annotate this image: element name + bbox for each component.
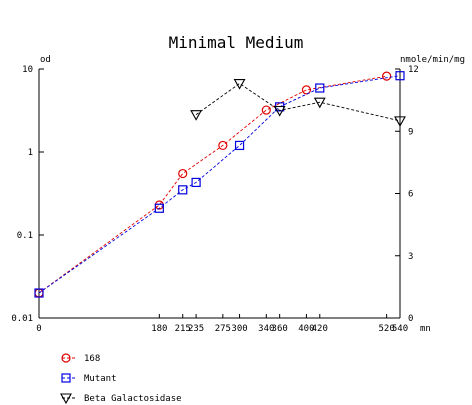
data-point xyxy=(313,97,326,109)
data-point xyxy=(190,110,203,121)
data-point xyxy=(261,105,271,115)
data-point xyxy=(394,116,406,128)
series-layer xyxy=(34,71,406,298)
x-tick-label: 540 xyxy=(392,324,408,334)
right-tick-label: 0 xyxy=(408,314,413,324)
left-tick-label: 0.01 xyxy=(11,314,33,324)
data-point xyxy=(395,71,405,81)
legend: 168 Mutant Beta Galactosidase xyxy=(60,353,182,405)
data-point xyxy=(34,288,44,298)
legend-marker xyxy=(61,373,71,383)
data-point xyxy=(234,140,245,151)
data-point xyxy=(218,140,228,151)
x-tick-label: 0 xyxy=(36,324,41,334)
x-tick-label: 400 xyxy=(298,324,314,334)
legend-marker xyxy=(60,393,72,405)
series-line xyxy=(195,82,401,122)
left-axis-label: od xyxy=(40,55,51,65)
left-tick-label: 1 xyxy=(28,148,33,158)
data-point xyxy=(191,177,201,188)
series-2 xyxy=(190,78,406,128)
x-tick-label: 215 xyxy=(175,324,191,334)
x-tick-label: 340 xyxy=(258,324,274,334)
x-tick-label: 300 xyxy=(231,324,247,334)
legend-label: 168 xyxy=(84,354,100,364)
x-tick-label: 520 xyxy=(378,324,394,334)
legend-label: Mutant xyxy=(84,374,117,384)
series-line xyxy=(38,75,387,294)
right-tick-label: 6 xyxy=(408,190,413,200)
data-point xyxy=(273,105,286,117)
left-tick-label: 10 xyxy=(22,65,33,75)
data-point xyxy=(301,85,312,95)
right-tick-label: 12 xyxy=(408,65,419,75)
right-tick-label: 9 xyxy=(408,127,413,137)
x-tick-label: 180 xyxy=(151,324,167,334)
legend-marker xyxy=(61,353,71,363)
left-tick-label: 0.1 xyxy=(17,231,33,241)
x-tick-label: 275 xyxy=(215,324,231,334)
right-tick-label: 3 xyxy=(408,252,413,262)
data-point xyxy=(178,168,188,179)
chart-title: Minimal Medium xyxy=(169,33,304,52)
data-point xyxy=(382,71,392,81)
series-1 xyxy=(34,71,405,298)
x-tick-label: 420 xyxy=(312,324,328,334)
data-point xyxy=(178,185,188,195)
legend-label: Beta Galactosidase xyxy=(84,394,182,404)
x-tick-label: 235 xyxy=(188,324,204,334)
x-axis-unit-label: mn xyxy=(420,324,431,334)
x-tick-label: 360 xyxy=(272,324,288,334)
data-point xyxy=(233,78,246,90)
right-axis-label: nmole/min/mg xyxy=(400,55,465,65)
data-point xyxy=(315,83,325,93)
data-point xyxy=(154,203,164,213)
series-line xyxy=(38,75,401,294)
